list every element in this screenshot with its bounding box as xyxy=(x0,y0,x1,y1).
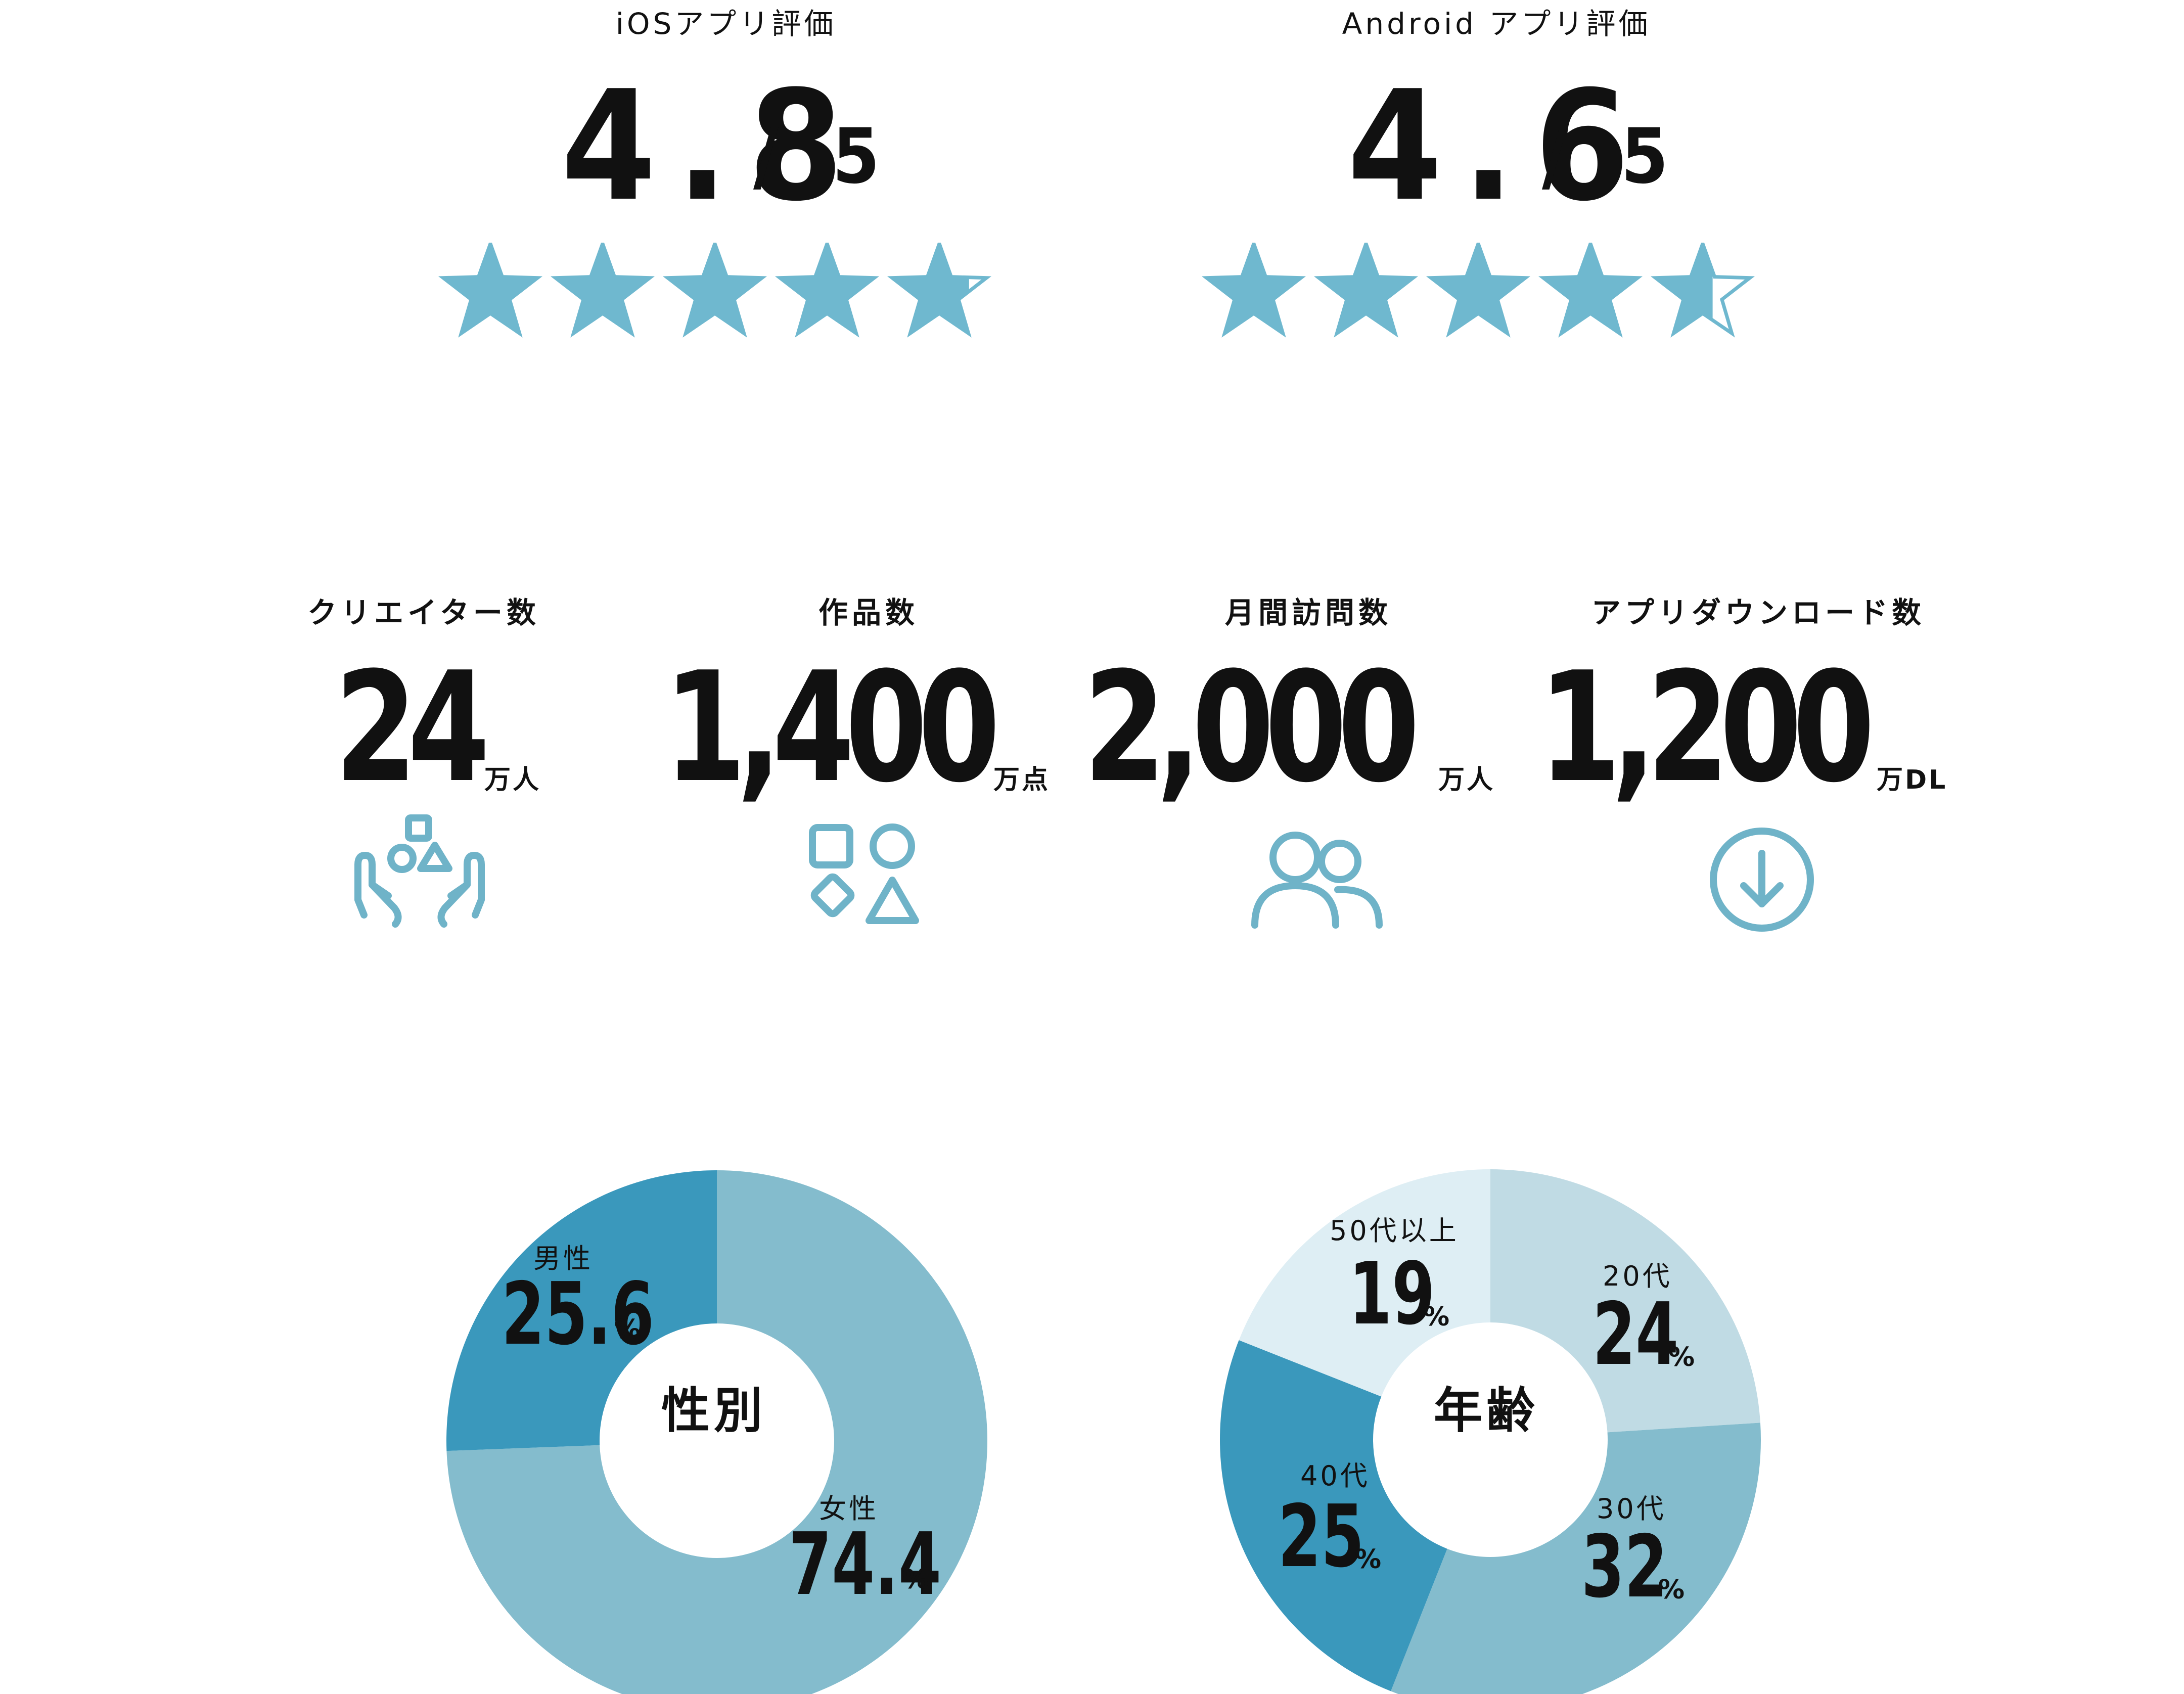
age-donut xyxy=(1220,1169,1761,1694)
age-50s-plus-value: 19 xyxy=(1349,1244,1435,1344)
stat-unit: 万DL xyxy=(1877,765,1948,795)
age-50s-plus-label: 50代以上 xyxy=(1330,1215,1459,1247)
creator-hands-shapes-icon xyxy=(354,814,485,928)
age-20s-value-group: 24 xyxy=(1592,1292,1712,1378)
stat-unit: 万点 xyxy=(993,765,1051,795)
ios-rating-max: / 5 xyxy=(753,113,895,201)
gender-male-value: 25.6 xyxy=(502,1264,655,1364)
star-fill xyxy=(892,244,969,334)
age-50s-plus-unit: % xyxy=(1423,1302,1450,1332)
stat-unit: 万人 xyxy=(484,765,541,795)
age-50s-plus-value-group: 19 xyxy=(1349,1251,1469,1337)
age-40s-label: 40代 xyxy=(1300,1460,1370,1492)
age-20s-value: 24 xyxy=(1592,1285,1679,1385)
android-rating-label: Android アプリ評価 xyxy=(1342,7,1651,41)
age-30s-label: 30代 xyxy=(1597,1493,1666,1525)
download-icon xyxy=(1710,828,1814,932)
donut-charts xyxy=(446,1169,1761,1694)
android-star-rating xyxy=(1201,243,1755,338)
android-rating-max: / 5 xyxy=(1542,113,1684,201)
stat-label: アプリダウンロード数 xyxy=(1591,596,1926,630)
star-fill xyxy=(1543,244,1638,334)
age-20s-segment xyxy=(1490,1169,1760,1433)
star-fill xyxy=(443,244,538,334)
star-fill xyxy=(1318,244,1414,334)
age-30s-value-group: 32 xyxy=(1581,1524,1701,1610)
ios-star-rating xyxy=(438,243,992,338)
gender-female-value-group: 74.4 xyxy=(789,1522,1000,1608)
star-fill xyxy=(555,244,650,334)
gender-female-value: 74.4 xyxy=(789,1515,942,1615)
age-30s-unit: % xyxy=(1658,1575,1685,1605)
gender-female-segment xyxy=(446,1170,987,1694)
ios-rating-value: 4.8 xyxy=(561,58,864,235)
stat-value: 1,200 xyxy=(1538,639,1875,816)
age-20s-unit: % xyxy=(1668,1342,1695,1372)
age-30s-segment xyxy=(1391,1423,1761,1694)
gender-donut-title: 性別 xyxy=(661,1382,766,1439)
stat-value: 1,400 xyxy=(664,639,1000,816)
age-20s-label: 20代 xyxy=(1603,1260,1672,1292)
star-fill xyxy=(780,244,875,334)
star-fill xyxy=(667,244,762,334)
stat-label: 作品数 xyxy=(818,596,919,630)
age-50s-plus-segment xyxy=(1239,1169,1490,1397)
age-40s-value-group: 25 xyxy=(1278,1494,1398,1580)
users-icon xyxy=(1251,832,1383,929)
age-40s-value: 25 xyxy=(1278,1487,1364,1587)
gender-male-value-group: 25.6 xyxy=(502,1271,713,1357)
age-donut-title: 年齢 xyxy=(1434,1382,1539,1439)
gender-male-label: 男性 xyxy=(533,1243,593,1274)
star-fill xyxy=(1431,244,1526,334)
gender-female-label: 女性 xyxy=(819,1493,879,1525)
stat-unit: 万人 xyxy=(1438,765,1495,795)
stat-label: クリエイター数 xyxy=(307,596,540,630)
stat-value: 24 xyxy=(334,639,490,816)
android-rating-value: 4.6 xyxy=(1347,58,1650,235)
gender-donut xyxy=(446,1170,987,1694)
age-40s-unit: % xyxy=(1355,1544,1382,1575)
age-40s-segment xyxy=(1220,1340,1447,1691)
star-fill xyxy=(1655,244,1713,334)
ios-rating-label: iOSアプリ評価 xyxy=(615,7,837,41)
stat-label: 月間訪問数 xyxy=(1224,596,1392,630)
age-30s-value: 32 xyxy=(1581,1517,1668,1617)
gender-male-unit: % xyxy=(614,1314,641,1345)
gender-male-segment xyxy=(446,1170,717,1451)
stat-value: 2,000 xyxy=(1083,639,1420,816)
star-fill xyxy=(1206,244,1301,334)
gender-female-unit: % xyxy=(902,1565,929,1595)
shapes-icon xyxy=(809,823,919,924)
